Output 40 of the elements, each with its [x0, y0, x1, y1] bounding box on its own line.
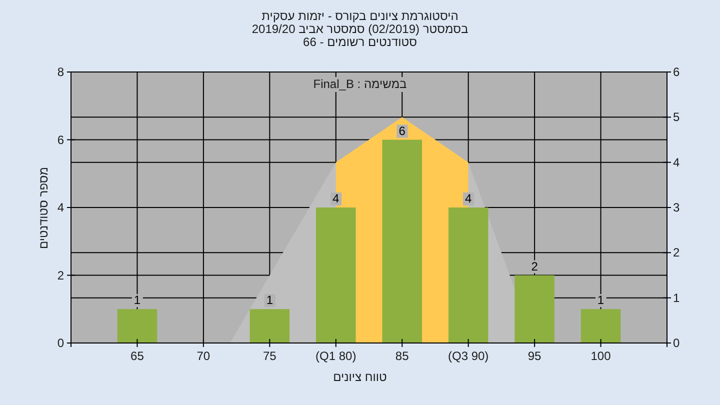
- bar: [117, 309, 158, 343]
- y-tick-label: 0: [57, 336, 64, 350]
- x-tick-label: 70: [196, 349, 210, 363]
- x-tick-label: (Q1 80): [316, 349, 356, 363]
- data-label: 4: [332, 192, 340, 206]
- data-label: 1: [597, 293, 604, 308]
- bar: [250, 309, 290, 343]
- x-axis-title: טווח ציונים: [333, 370, 387, 384]
- bar: [514, 275, 554, 343]
- y-tick-label: 8: [57, 65, 64, 79]
- x-tick-label: 100: [590, 349, 612, 363]
- bar: [580, 309, 621, 343]
- x-tick-label: 95: [528, 349, 542, 363]
- bar: [382, 140, 422, 343]
- data-label: 2: [531, 259, 538, 274]
- y-tick-label: 2: [57, 268, 64, 282]
- chart-title: היסטוגרמת ציונים בקורס - יזמות עסקית: [262, 9, 458, 23]
- x-tick-label: 75: [262, 349, 277, 363]
- data-label: 1: [266, 293, 274, 308]
- data-label: 4: [464, 192, 472, 206]
- x-tick-label: (Q3 90): [448, 349, 489, 363]
- x-tick-label: 85: [395, 349, 410, 363]
- data-label: 1: [134, 293, 141, 308]
- x-tick-label: 65: [130, 349, 144, 363]
- chart-subtitle: בסמסטר (02/2019) סמסטר אביב 2019/20: [252, 22, 468, 36]
- y-tick-label: 4: [57, 200, 64, 214]
- y2-tick-label: 1: [673, 290, 680, 305]
- y-tick-label: 6: [57, 132, 64, 147]
- y2-tick-label: 3: [673, 200, 680, 214]
- annotation: במשימה : Final_B: [310, 77, 410, 92]
- y2-tick-label: 2: [673, 246, 680, 260]
- text: סטודנטים רשומים - 66: [303, 35, 417, 49]
- y2-tick-label: 0: [673, 336, 680, 350]
- bar: [316, 208, 356, 343]
- bar: [448, 208, 488, 343]
- y2-tick-label: 6: [673, 65, 680, 79]
- data-label: 6: [398, 124, 406, 138]
- y2-tick-label: 5: [673, 110, 680, 124]
- y2-tick-label: 4: [673, 155, 680, 170]
- y-axis-title: מספר סטודנטים: [36, 166, 50, 249]
